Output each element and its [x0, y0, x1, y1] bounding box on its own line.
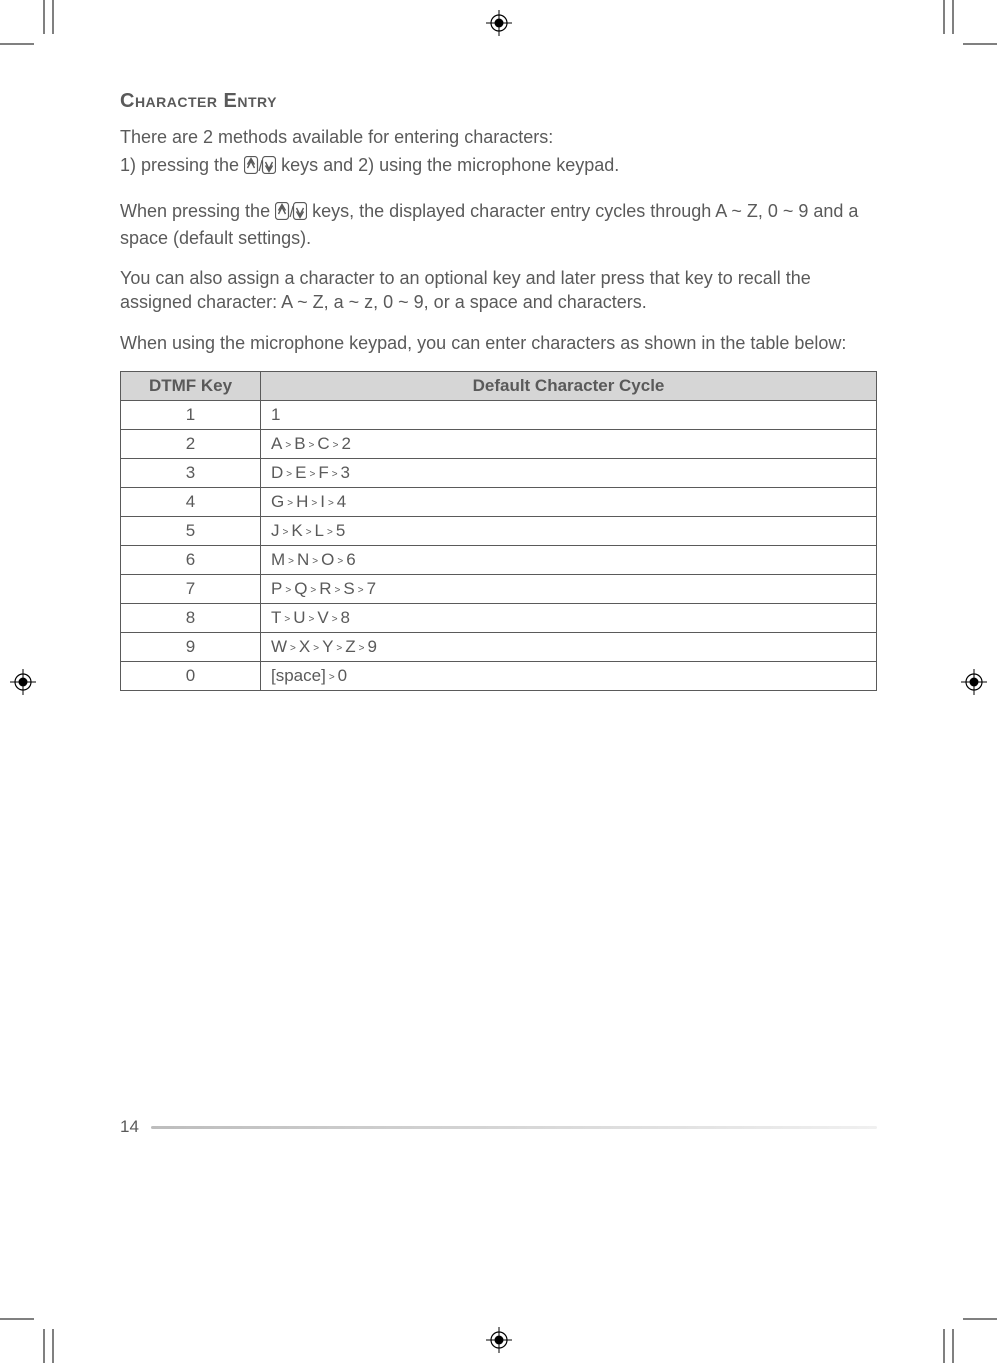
table-row: 6M>N>O>6 [121, 546, 877, 575]
crop-mark-icon [0, 1303, 60, 1363]
table-cell-key: 8 [121, 604, 261, 633]
table-cell-key: 3 [121, 459, 261, 488]
table-cell-key: 4 [121, 488, 261, 517]
arrow-icon: > [309, 614, 315, 625]
table-row: 11 [121, 401, 877, 430]
page-footer: 14 [120, 1111, 877, 1137]
arrow-icon: > [290, 643, 296, 654]
section-heading: Character Entry [120, 90, 877, 113]
arrow-icon: > [333, 440, 339, 451]
table-cell-cycle: D>E>F>3 [261, 459, 877, 488]
arrow-icon: > [288, 556, 294, 567]
footer-rule [151, 1126, 877, 1129]
table-cell-key: 2 [121, 430, 261, 459]
arrow-icon: > [313, 643, 319, 654]
table-row: 8T>U>V>8 [121, 604, 877, 633]
table-cell-cycle: T>U>V>8 [261, 604, 877, 633]
table-cell-cycle: [space]>0 [261, 662, 877, 691]
arrow-icon: > [332, 469, 338, 480]
text-fragment: keys and 2) using the microphone keypad. [276, 155, 619, 175]
arrow-icon: > [359, 643, 365, 654]
text-fragment: 1) pressing the [120, 155, 244, 175]
arrow-icon: > [310, 585, 316, 596]
paragraph-3: When using the microphone keypad, you ca… [120, 331, 877, 355]
table-row: 3D>E>F>3 [121, 459, 877, 488]
table-cell-cycle: J>K>L>5 [261, 517, 877, 546]
arrow-icon: > [285, 440, 291, 451]
arrow-icon: > [309, 440, 315, 451]
dtmf-table: DTMF Key Default Character Cycle 112A>B>… [120, 371, 877, 691]
arrow-icon: > [335, 585, 341, 596]
table-row: 0[space]>0 [121, 662, 877, 691]
table-cell-key: 6 [121, 546, 261, 575]
table-header-key: DTMF Key [121, 372, 261, 401]
crop-mark-icon [937, 1303, 997, 1363]
table-row: 7P>Q>R>S>7 [121, 575, 877, 604]
arrow-icon: > [283, 527, 289, 538]
arrow-icon: > [306, 527, 312, 538]
arrow-icon: > [287, 498, 293, 509]
table-cell-cycle: M>N>O>6 [261, 546, 877, 575]
arrow-icon: > [332, 614, 338, 625]
up-down-key-icon: / [244, 156, 276, 180]
table-cell-cycle: A>B>C>2 [261, 430, 877, 459]
table-cell-key: 5 [121, 517, 261, 546]
arrow-icon: > [311, 498, 317, 509]
table-cell-key: 0 [121, 662, 261, 691]
table-header-cycle: Default Character Cycle [261, 372, 877, 401]
table-row: 5J>K>L>5 [121, 517, 877, 546]
intro-text: There are 2 methods available for enteri… [120, 125, 877, 181]
table-cell-cycle: 1 [261, 401, 877, 430]
table-cell-key: 1 [121, 401, 261, 430]
arrow-icon: > [312, 556, 318, 567]
table-cell-cycle: P>Q>R>S>7 [261, 575, 877, 604]
arrow-icon: > [336, 643, 342, 654]
arrow-icon: > [284, 614, 290, 625]
arrow-icon: > [286, 469, 292, 480]
table-cell-key: 9 [121, 633, 261, 662]
arrow-icon: > [309, 469, 315, 480]
page-number: 14 [120, 1117, 139, 1137]
text-fragment: When pressing the [120, 201, 275, 221]
up-down-key-icon: / [275, 202, 307, 226]
table-cell-cycle: W>X>Y>Z>9 [261, 633, 877, 662]
table-header-row: DTMF Key Default Character Cycle [121, 372, 877, 401]
intro-line-1: There are 2 methods available for enteri… [120, 125, 877, 149]
intro-line-2: 1) pressing the / keys and 2) using the … [120, 153, 877, 180]
paragraph-1: When pressing the / keys, the displayed … [120, 199, 877, 251]
table-row: 9W>X>Y>Z>9 [121, 633, 877, 662]
table-cell-key: 7 [121, 575, 261, 604]
arrow-icon: > [358, 585, 364, 596]
arrow-icon: > [329, 672, 335, 683]
arrow-icon: > [337, 556, 343, 567]
paragraph-2: You can also assign a character to an op… [120, 266, 877, 315]
table-cell-cycle: G>H>I>4 [261, 488, 877, 517]
table-row: 2A>B>C>2 [121, 430, 877, 459]
registration-mark-icon [486, 1327, 512, 1353]
arrow-icon: > [327, 527, 333, 538]
arrow-icon: > [285, 585, 291, 596]
arrow-icon: > [328, 498, 334, 509]
table-row: 4G>H>I>4 [121, 488, 877, 517]
